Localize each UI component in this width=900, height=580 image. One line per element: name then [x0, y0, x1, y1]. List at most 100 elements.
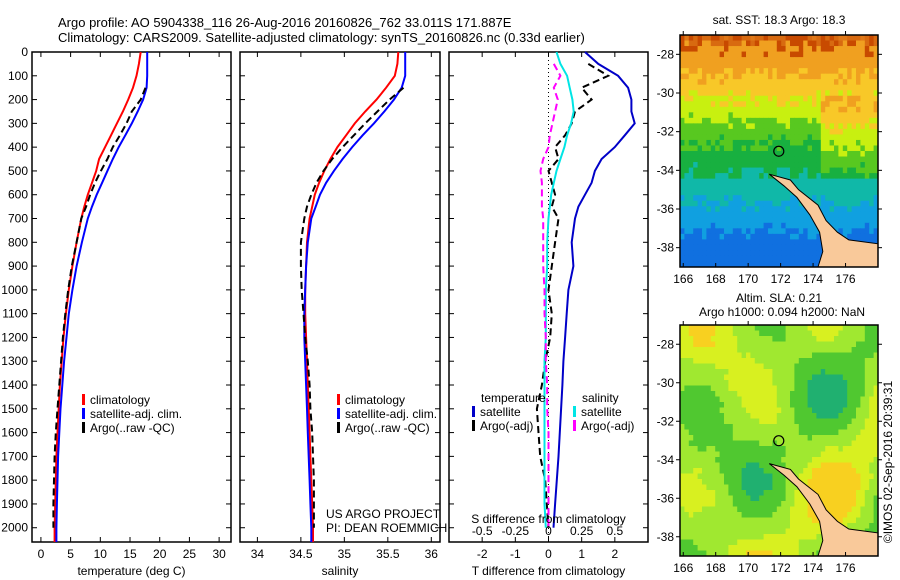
heatmap-cell	[873, 451, 879, 458]
heatmap-cell	[719, 506, 725, 513]
heatmap-cell	[869, 501, 875, 507]
heatmap-cell	[873, 396, 879, 403]
heatmap-cell	[781, 506, 787, 513]
heatmap-cell	[702, 189, 707, 196]
heatmap-cell	[838, 484, 844, 491]
heatmap-cell	[759, 184, 765, 191]
heatmap-cell	[873, 352, 879, 359]
heatmap-cell	[851, 462, 857, 469]
heatmap-cell	[702, 123, 707, 130]
heatmap-cell	[702, 162, 707, 169]
heatmap-cell	[869, 479, 875, 485]
heatmap-cell	[785, 369, 791, 375]
heatmap-cell	[697, 62, 703, 69]
heatmap-cell	[790, 233, 795, 240]
heatmap-cell	[816, 112, 822, 119]
heatmap-cell	[724, 534, 729, 540]
heatmap-cell	[728, 173, 734, 180]
heatmap-cell	[688, 79, 694, 86]
heatmap-cell	[798, 385, 804, 392]
heatmap-cell	[693, 341, 699, 348]
heatmap-cell	[847, 79, 853, 86]
heatmap-cell	[763, 374, 769, 381]
heatmap-cell	[781, 402, 787, 408]
heatmap-cell	[754, 162, 760, 169]
heatmap-cell	[684, 495, 690, 502]
heatmap-cell	[732, 62, 738, 69]
heatmap-cell	[763, 106, 769, 113]
heatmap-cell	[759, 446, 765, 452]
heatmap-cell	[873, 391, 879, 397]
heatmap-cell	[728, 222, 734, 229]
heatmap-cell	[829, 200, 835, 207]
heatmap-cell	[860, 451, 866, 458]
heatmap-cell	[781, 512, 787, 518]
heatmap-cell	[781, 523, 787, 529]
heatmap-cell	[873, 35, 879, 42]
heatmap-cell	[754, 512, 760, 518]
heatmap-cell	[851, 233, 857, 240]
heatmap-cell	[732, 233, 738, 240]
heatmap-cell	[750, 35, 756, 42]
heatmap-cell	[873, 206, 879, 213]
heatmap-cell	[768, 206, 773, 213]
heatmap-cell	[794, 123, 800, 130]
heatmap-cell	[684, 84, 690, 91]
heatmap-cell	[724, 462, 729, 469]
heatmap-cell	[856, 156, 861, 163]
heatmap-cell	[842, 123, 848, 130]
heatmap-cell	[807, 62, 813, 69]
heatmap-cell	[847, 57, 853, 64]
heatmap-cell	[715, 95, 721, 102]
heatmap-cell	[812, 90, 817, 97]
heatmap-cell	[785, 167, 791, 174]
heatmap-cell	[763, 550, 769, 557]
heatmap-cell	[750, 200, 756, 207]
heatmap-cell	[816, 413, 822, 419]
heatmap-cell	[856, 440, 861, 447]
heatmap-cell	[688, 156, 694, 163]
heatmap-cell	[754, 380, 760, 386]
heatmap-cell	[873, 90, 879, 97]
heatmap-cell	[732, 512, 738, 518]
heatmap-cell	[807, 112, 813, 119]
heatmap-cell	[798, 162, 804, 169]
heatmap-cell	[746, 151, 751, 158]
heatmap-cell	[724, 523, 729, 529]
heatmap-cell	[856, 195, 861, 202]
heatmap-cell	[860, 358, 866, 364]
heatmap-cell	[812, 440, 817, 447]
heatmap-cell	[732, 473, 738, 480]
heatmap-cell	[856, 200, 861, 207]
difference-sal-legend-swatch	[573, 406, 576, 417]
heatmap-cell	[719, 473, 725, 480]
heatmap-cell	[851, 134, 857, 141]
heatmap-cell	[847, 178, 853, 185]
heatmap-cell	[732, 374, 738, 381]
heatmap-cell	[697, 380, 703, 386]
heatmap-cell	[710, 396, 716, 403]
heatmap-cell	[688, 490, 694, 496]
heatmap-cell	[763, 380, 769, 386]
heatmap-cell	[838, 46, 844, 53]
heatmap-cell	[697, 68, 703, 75]
heatmap-cell	[812, 429, 817, 436]
heatmap-cell	[759, 506, 765, 513]
heatmap-cell	[768, 479, 773, 485]
heatmap-cell	[781, 550, 787, 557]
heatmap-cell	[851, 117, 857, 124]
heatmap-cell	[706, 217, 712, 224]
heatmap-cell	[728, 51, 734, 58]
heatmap-cell	[820, 402, 826, 408]
heatmap-cell	[812, 391, 817, 397]
heatmap-cell	[864, 40, 870, 47]
heatmap-cell	[719, 156, 725, 163]
heatmap-cell	[785, 162, 791, 169]
heatmap-cell	[798, 206, 804, 213]
heatmap-cell	[715, 506, 721, 513]
heatmap-cell	[684, 250, 690, 257]
heatmap-cell	[772, 325, 778, 331]
heatmap-cell	[847, 484, 853, 491]
heatmap-cell	[834, 62, 839, 69]
heatmap-cell	[798, 145, 804, 152]
